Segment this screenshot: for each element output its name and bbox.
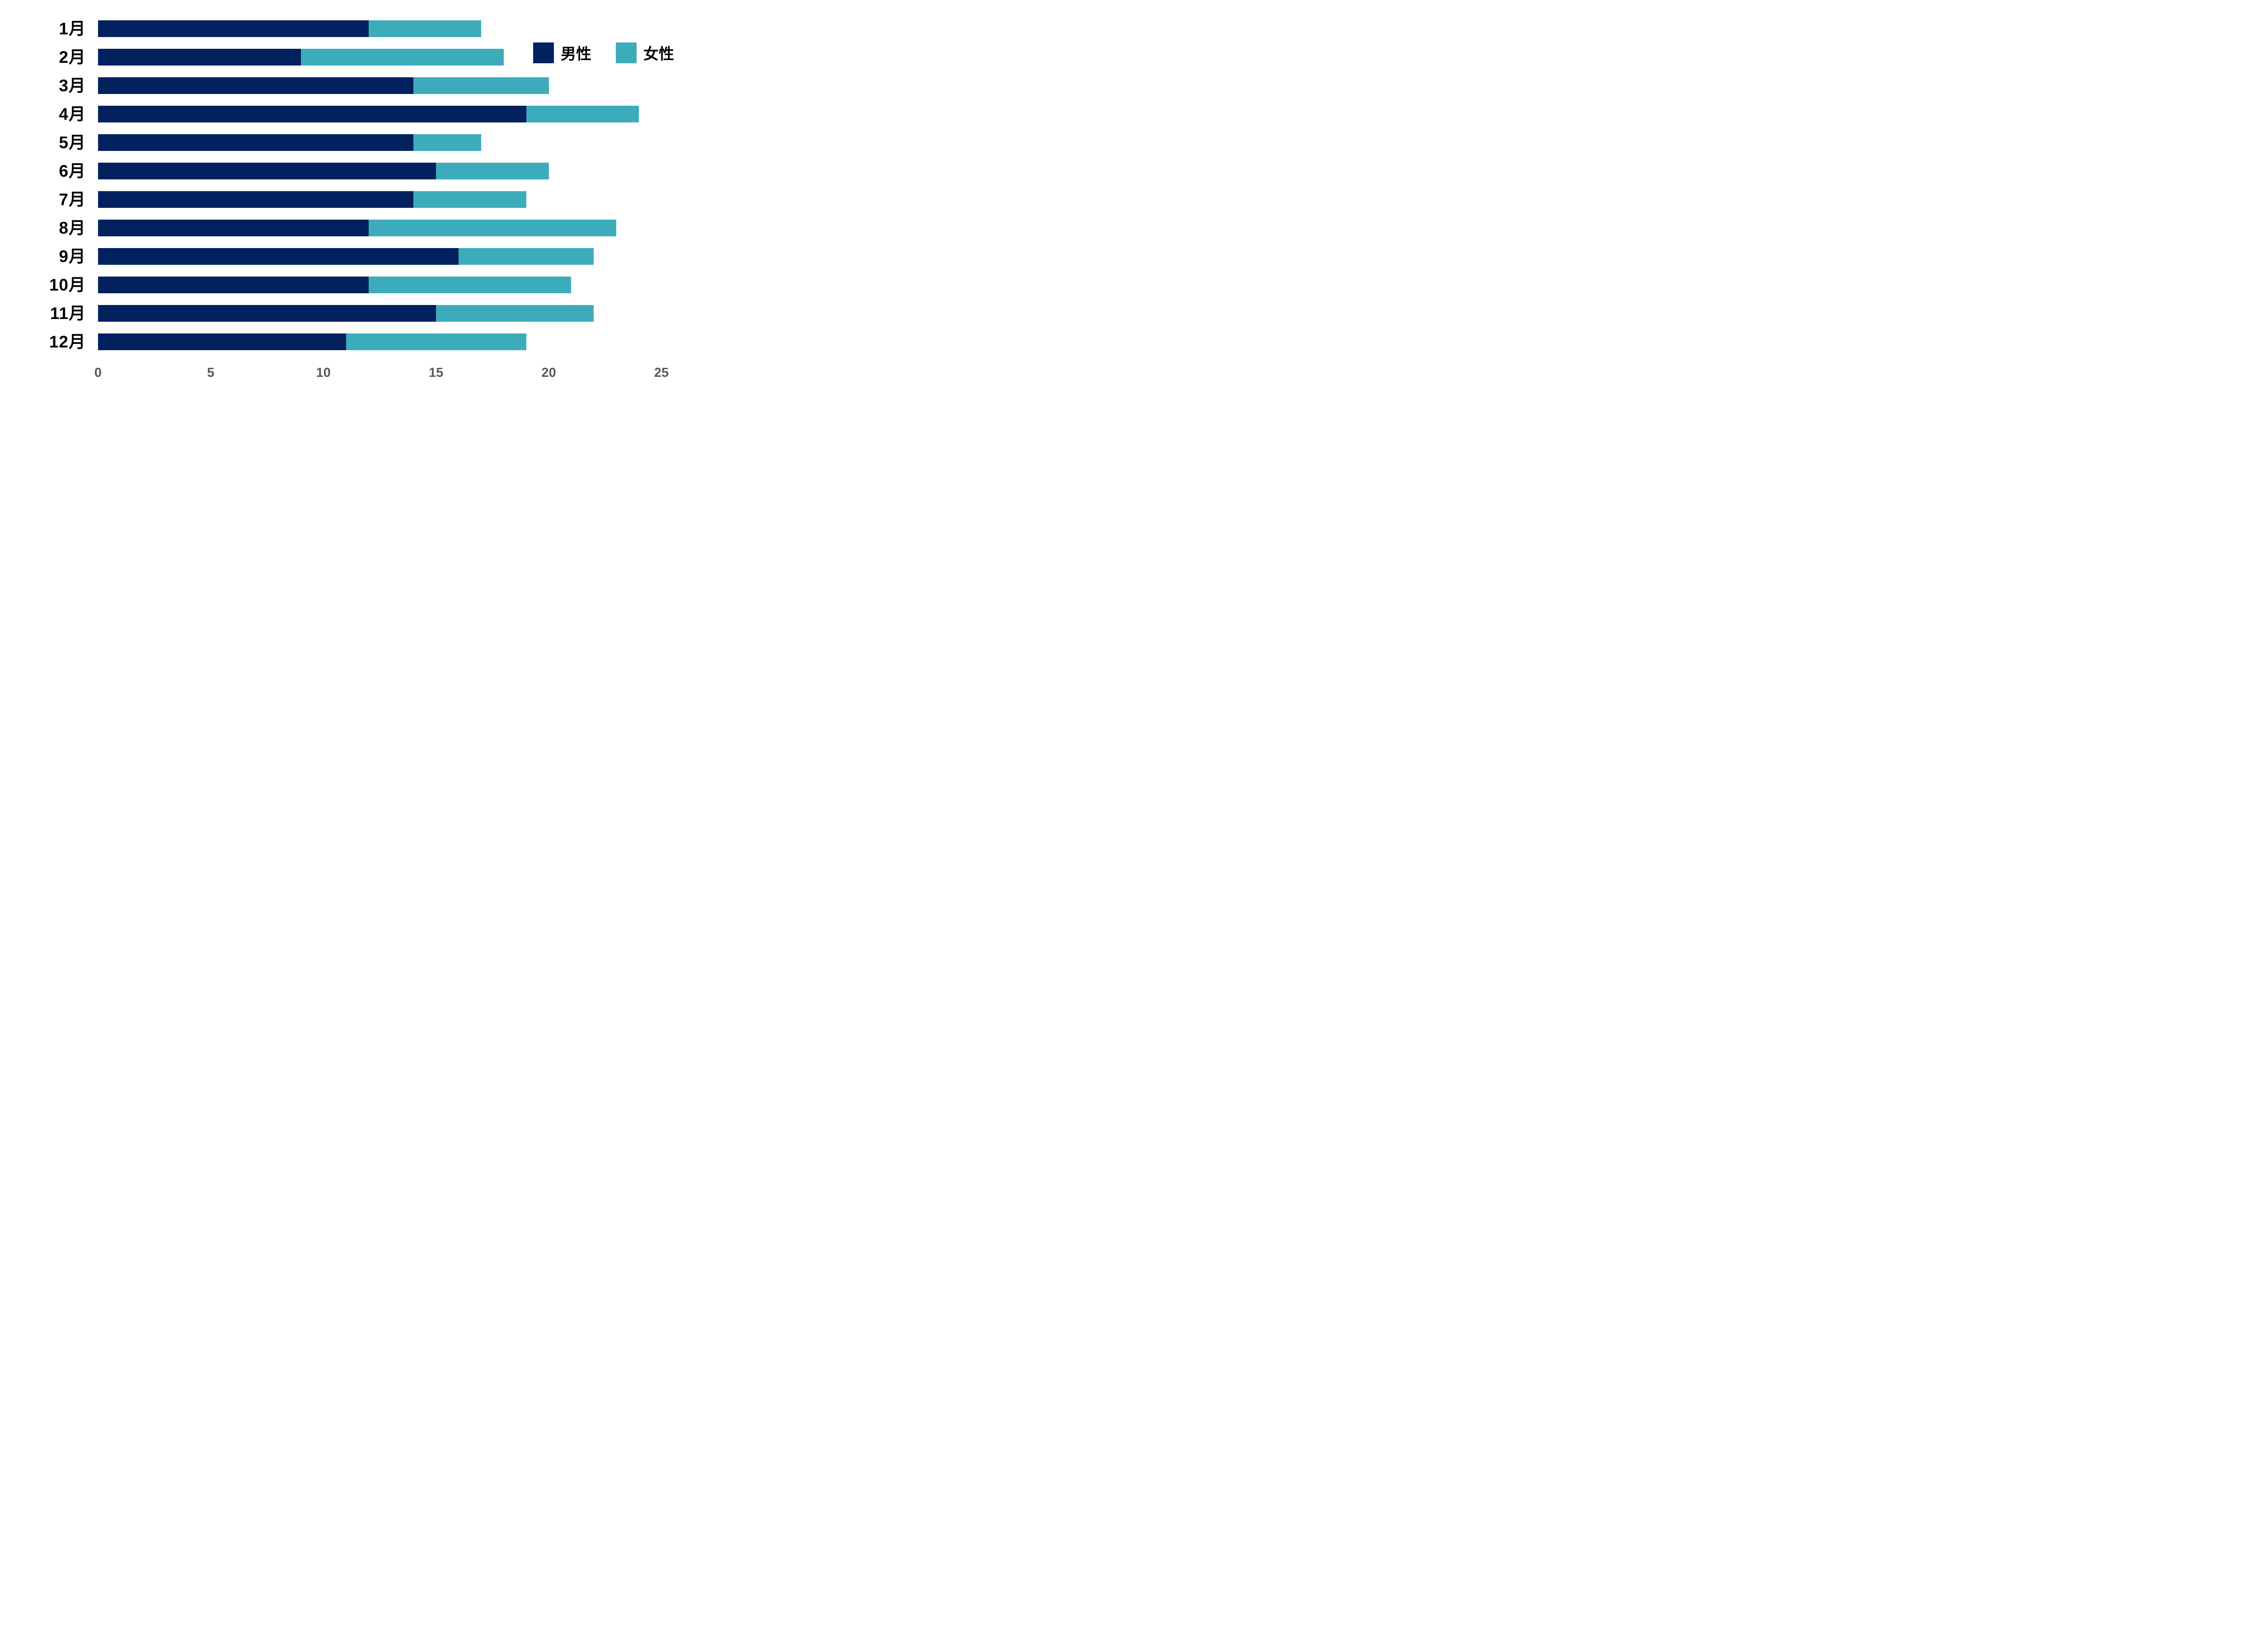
bar-segment-male — [98, 20, 369, 37]
bar-segment-male — [98, 220, 369, 236]
bar-row — [98, 77, 661, 94]
y-axis-label: 6月 — [59, 162, 86, 180]
x-axis-tick-label: 15 — [429, 366, 444, 380]
stacked-bar-chart: 1月 2月 3月 4月 5月 6月 7月 8月 9月 10月 11月 12月 0 5 10 15 20 25 男性… — [0, 0, 708, 397]
male-series-swatch-icon — [533, 42, 554, 63]
legend-item-male: 男性 — [533, 42, 591, 64]
bar-segment-male — [98, 191, 414, 208]
bar-row — [98, 333, 661, 350]
bar-row — [98, 191, 661, 208]
bar-segment-male — [98, 333, 346, 350]
x-axis-tick-label: 20 — [541, 366, 556, 380]
y-axis-label: 10月 — [49, 276, 86, 294]
bar-segment-male — [98, 277, 369, 293]
y-axis-label: 4月 — [59, 105, 86, 123]
bar-segment-female — [413, 191, 526, 208]
bar-segment-male — [98, 163, 436, 179]
y-axis-label: 8月 — [59, 219, 86, 237]
bar-segment-female — [346, 333, 526, 350]
bar-segment-female — [368, 220, 617, 236]
bar-row — [98, 20, 661, 37]
bar-row — [98, 163, 661, 179]
bar-segment-male — [98, 106, 526, 122]
bar-row — [98, 248, 661, 265]
female-series-swatch-icon — [616, 42, 637, 63]
legend: 男性 女性 — [533, 42, 674, 64]
bar-row — [98, 134, 661, 151]
bar-segment-male — [98, 248, 459, 265]
legend-item-female: 女性 — [616, 42, 674, 64]
y-axis-label: 11月 — [50, 304, 86, 323]
bar-row — [98, 49, 661, 66]
y-axis-label: 2月 — [59, 48, 86, 66]
x-axis-tick-label: 25 — [654, 366, 669, 380]
bar-segment-female — [413, 134, 481, 151]
bar-segment-female — [300, 49, 504, 66]
y-axis-label: 12月 — [49, 333, 86, 351]
y-axis-label: 9月 — [59, 247, 86, 266]
bar-segment-female — [368, 277, 572, 293]
bar-row — [98, 106, 661, 122]
plot-area: 1月 2月 3月 4月 5月 6月 7月 8月 9月 10月 11月 12月 0 5 10 15 20 25 — [0, 0, 708, 397]
bar-row — [98, 305, 661, 322]
bar-segment-female — [526, 106, 639, 122]
bar-segment-male — [98, 305, 436, 322]
y-axis-label: 1月 — [59, 19, 86, 38]
y-axis-label: 3月 — [59, 76, 86, 95]
x-axis-tick-label: 10 — [316, 366, 331, 380]
bar-segment-male — [98, 134, 414, 151]
x-axis-tick-label: 5 — [207, 366, 215, 380]
bar-segment-male — [98, 77, 414, 94]
bar-segment-female — [436, 305, 594, 322]
legend-label-male: 男性 — [561, 46, 591, 63]
x-axis-tick-label: 0 — [94, 366, 102, 380]
y-axis-label: 7月 — [59, 190, 86, 209]
bar-segment-female — [413, 77, 549, 94]
bar-row — [98, 220, 661, 236]
bar-segment-female — [436, 163, 549, 179]
bar-segment-female — [368, 20, 481, 37]
y-axis-label: 5月 — [59, 133, 86, 152]
bar-row — [98, 277, 661, 293]
legend-label-female: 女性 — [643, 46, 674, 63]
bar-segment-female — [459, 248, 594, 265]
bar-segment-male — [98, 49, 301, 66]
